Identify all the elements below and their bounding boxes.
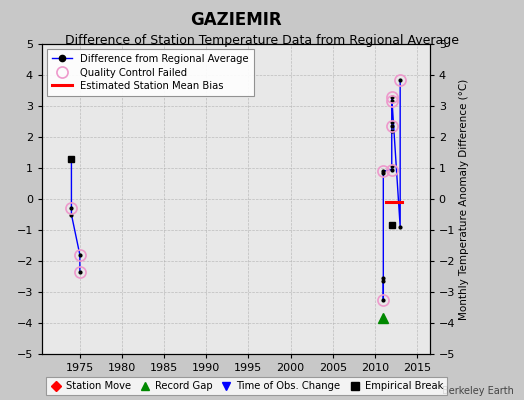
Legend: Station Move, Record Gap, Time of Obs. Change, Empirical Break: Station Move, Record Gap, Time of Obs. C… <box>46 377 447 395</box>
Title: GAZIEMIR: GAZIEMIR <box>190 10 281 28</box>
Text: Difference of Station Temperature Data from Regional Average: Difference of Station Temperature Data f… <box>65 34 459 47</box>
Text: Berkeley Earth: Berkeley Earth <box>442 386 514 396</box>
Y-axis label: Monthly Temperature Anomaly Difference (°C): Monthly Temperature Anomaly Difference (… <box>460 78 470 320</box>
Legend: Difference from Regional Average, Quality Control Failed, Estimated Station Mean: Difference from Regional Average, Qualit… <box>47 49 254 96</box>
